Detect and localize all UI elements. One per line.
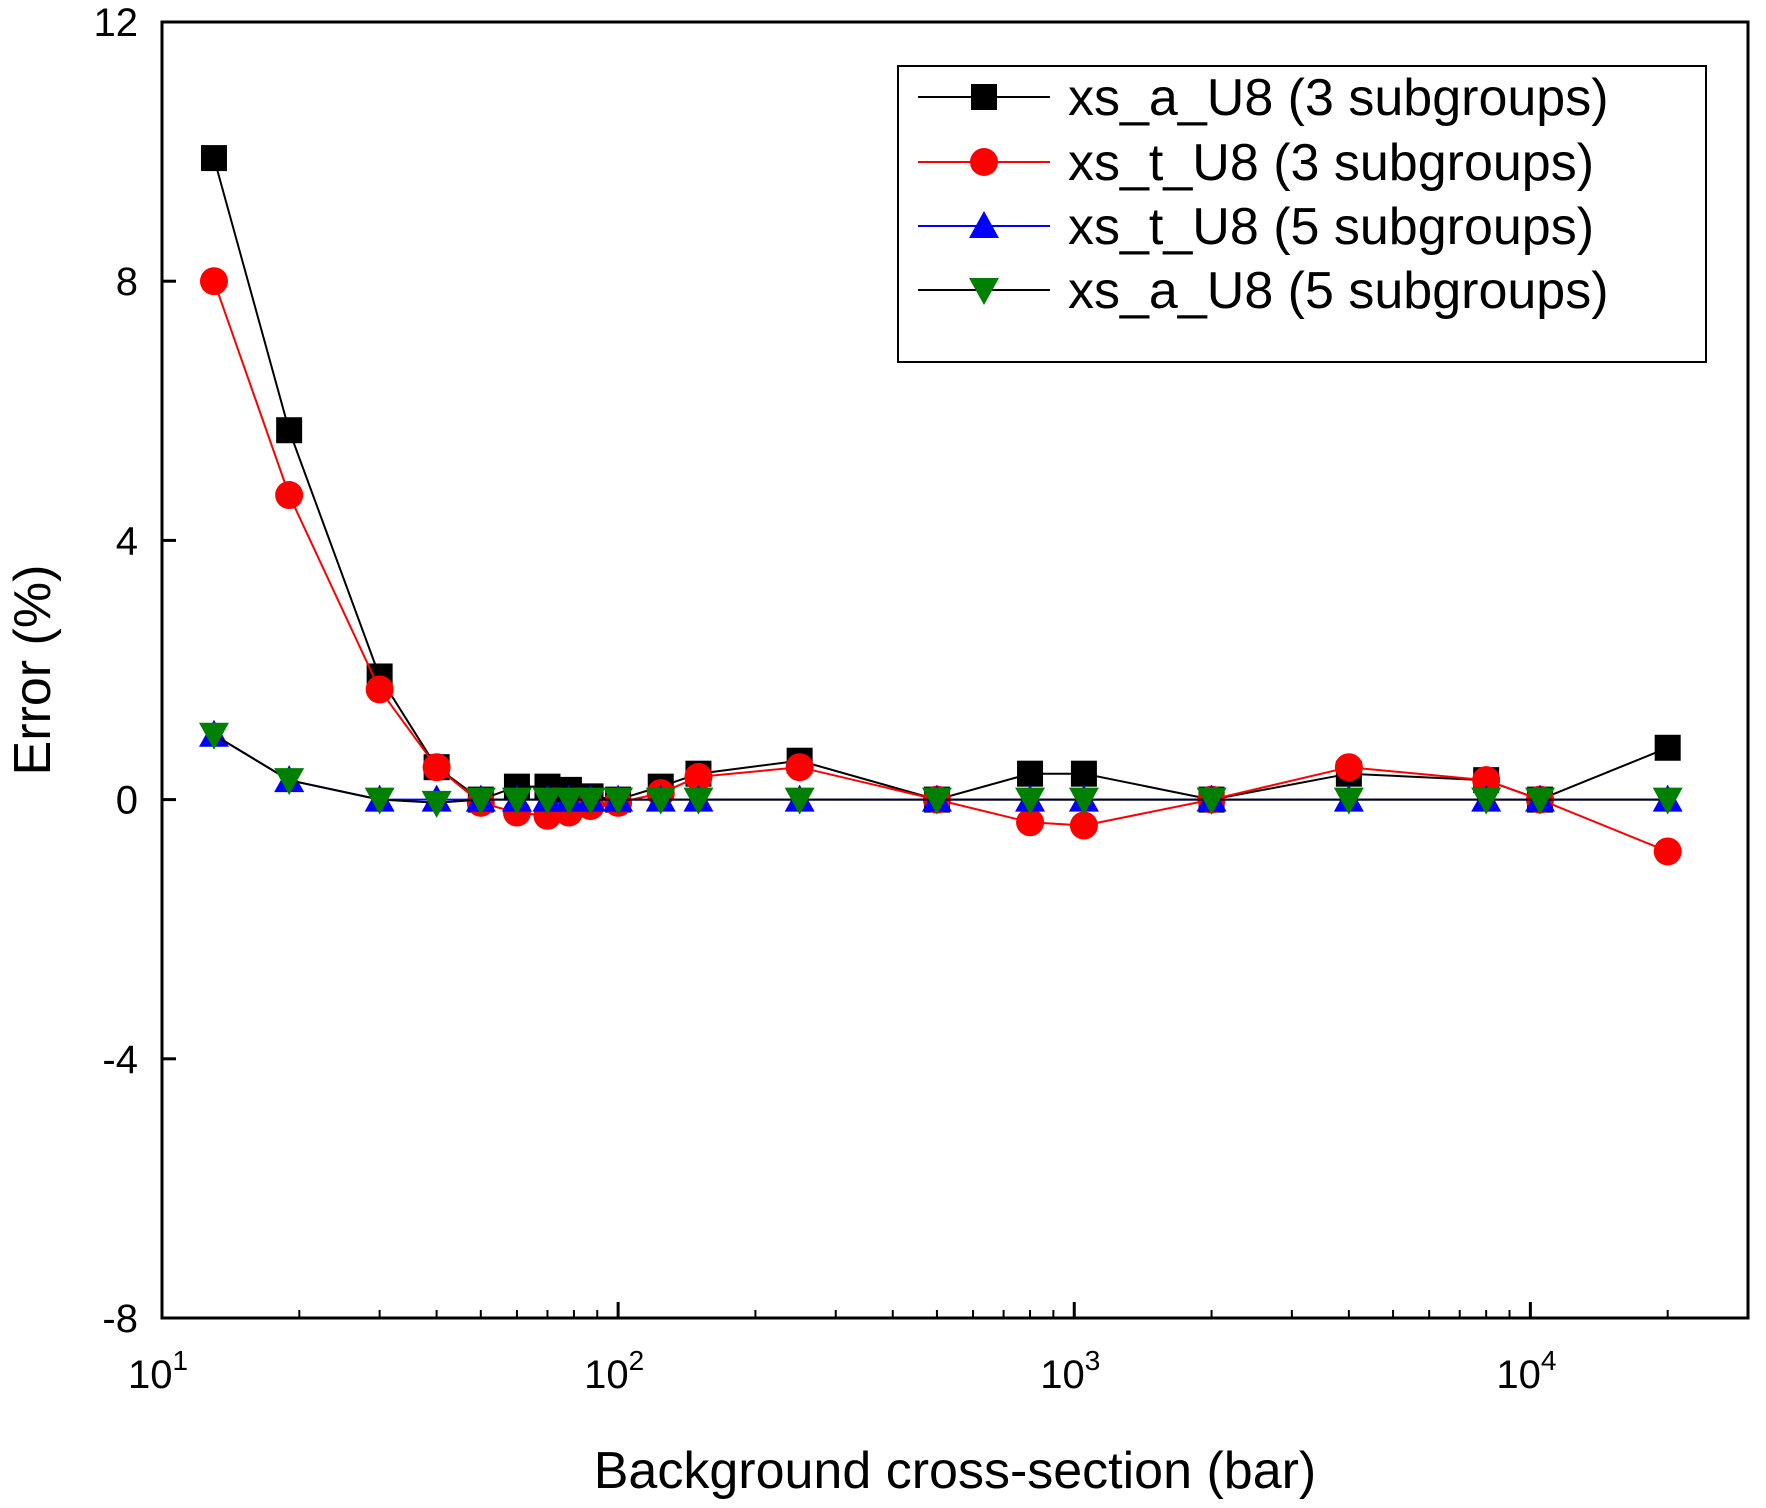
x-tick-exponent: 2 xyxy=(629,1345,645,1376)
data-point xyxy=(684,762,713,791)
x-tick-label: 103 xyxy=(1040,1345,1100,1397)
y-tick-label: 4 xyxy=(116,519,138,563)
legend-marker xyxy=(970,148,998,176)
data-point xyxy=(1525,787,1556,815)
legend-marker xyxy=(969,278,999,305)
data-point xyxy=(785,753,814,782)
x-tick-exponent: 1 xyxy=(172,1345,188,1376)
data-point xyxy=(421,790,452,818)
data-point xyxy=(422,753,451,782)
data-point xyxy=(1017,760,1044,787)
legend-marker xyxy=(971,84,997,110)
x-tick-exponent: 4 xyxy=(1541,1345,1557,1376)
x-tick-base: 10 xyxy=(584,1353,629,1397)
data-point xyxy=(501,787,532,815)
data-point xyxy=(365,675,394,704)
data-point xyxy=(645,787,676,815)
data-point xyxy=(1472,766,1501,795)
x-tick-base: 10 xyxy=(128,1353,173,1397)
data-point xyxy=(1471,787,1502,815)
x-tick-base: 10 xyxy=(1040,1353,1085,1397)
data-point xyxy=(200,145,227,172)
series-group xyxy=(198,145,1683,866)
legend: xs_a_U8 (3 subgroups) xs_t_U8 (3 subgroup… xyxy=(897,65,1707,363)
data-point xyxy=(199,267,228,296)
data-point xyxy=(1015,787,1046,815)
data-point xyxy=(1334,753,1363,782)
legend-box xyxy=(897,65,1707,363)
y-tick-label: 0 xyxy=(116,779,138,823)
data-point xyxy=(364,787,395,815)
data-point xyxy=(1196,787,1227,815)
data-point xyxy=(1068,787,1099,815)
y-tick-label: -4 xyxy=(102,1038,138,1082)
data-point xyxy=(198,722,229,750)
y-tick-label: 8 xyxy=(116,260,138,304)
data-point xyxy=(532,787,563,815)
y-tick-label: 12 xyxy=(94,1,139,45)
legend-label: xs_a_U8 (3 subgroups) xyxy=(1068,69,1609,127)
data-point xyxy=(603,787,634,815)
data-point xyxy=(1333,787,1364,815)
data-point xyxy=(1016,808,1045,837)
data-point xyxy=(274,768,305,796)
legend-label: xs_t_U8 (5 subgroups) xyxy=(1068,198,1594,256)
data-point xyxy=(1070,760,1097,787)
y-axis-title: Error (%) xyxy=(4,565,62,776)
data-point xyxy=(1069,811,1098,840)
data-point xyxy=(683,787,714,815)
data-point xyxy=(921,787,952,815)
legend-label: xs_a_U8 (5 subgroups) xyxy=(1068,262,1609,320)
data-point xyxy=(1653,837,1682,866)
data-point xyxy=(1654,734,1681,761)
data-point xyxy=(553,787,584,815)
data-point xyxy=(575,787,606,815)
legend-marker xyxy=(969,211,999,238)
x-tick-exponent: 3 xyxy=(1085,1345,1101,1376)
x-tick-base: 10 xyxy=(1496,1353,1541,1397)
x-tick-label: 102 xyxy=(584,1345,644,1397)
y-tick-label: -8 xyxy=(102,1297,138,1341)
data-point xyxy=(1652,787,1683,815)
data-point xyxy=(276,417,303,444)
legend-label: xs_t_U8 (3 subgroups) xyxy=(1068,134,1594,192)
series-3 xyxy=(198,722,1683,818)
data-point xyxy=(465,787,496,815)
x-axis-title: Background cross-section (bar) xyxy=(594,1442,1317,1500)
data-point xyxy=(275,481,304,510)
x-tick-label: 104 xyxy=(1496,1345,1556,1397)
plot-frame xyxy=(160,20,1750,1320)
data-point xyxy=(784,787,815,815)
x-tick-label: 101 xyxy=(128,1345,188,1397)
